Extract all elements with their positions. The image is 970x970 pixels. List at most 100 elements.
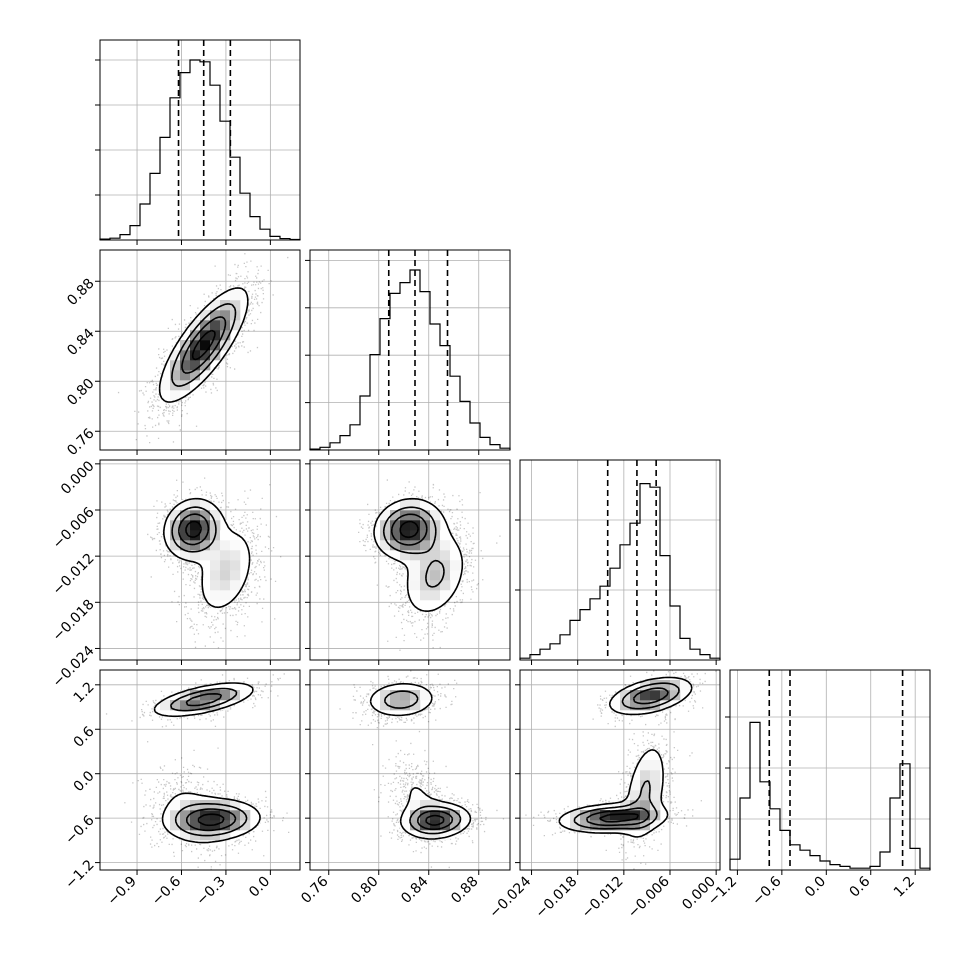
panel-frame — [519, 459, 721, 661]
density-block — [650, 700, 661, 711]
density-block — [640, 800, 651, 811]
density-block — [640, 700, 651, 711]
density-block — [420, 540, 431, 551]
contour-level-3 — [191, 329, 216, 361]
density-block — [220, 690, 231, 701]
panel-frame — [729, 669, 931, 871]
density-block — [400, 690, 411, 701]
density-block — [210, 800, 221, 811]
density-block — [430, 800, 441, 811]
density-block — [200, 310, 211, 321]
density-block — [680, 680, 691, 691]
histogram-panel-0 — [95, 39, 301, 245]
y-tick-label: −0.6 — [62, 812, 97, 847]
density-block — [230, 560, 241, 571]
x-tick-label: −0.6 — [149, 873, 184, 908]
density-block — [170, 370, 181, 381]
contour-level-1 — [573, 682, 680, 830]
contour-level-3 — [197, 813, 225, 827]
density-block — [210, 590, 221, 601]
density-block — [200, 530, 211, 541]
density-fill — [163, 500, 251, 608]
density-block — [380, 690, 391, 701]
y-tick-label: −0.012 — [50, 550, 98, 598]
density-block — [180, 360, 191, 371]
contour-level-1 — [382, 506, 445, 588]
density-block — [220, 830, 231, 841]
density-block — [400, 820, 411, 831]
density-block — [430, 510, 441, 521]
contour-level-1 — [171, 303, 237, 387]
density-block — [220, 570, 231, 581]
contour-level-0 — [163, 497, 251, 609]
density-block — [630, 700, 641, 711]
density-block — [390, 520, 401, 531]
density-block — [390, 530, 401, 541]
x-tick-label: 0.0 — [802, 874, 829, 901]
density-block — [640, 780, 651, 791]
density-block — [420, 580, 431, 591]
density-block — [440, 530, 451, 541]
density-block — [410, 820, 421, 831]
density-block — [430, 830, 441, 841]
y-tick-label: 0.80 — [64, 376, 97, 409]
scatter-panel-3-0: −0.9 −0.6 −0.3 0.0−1.2−0.60.00.61.2 — [62, 669, 301, 909]
density-block — [200, 340, 211, 351]
density-block — [200, 510, 211, 521]
density-block — [650, 680, 661, 691]
density-block — [170, 360, 181, 371]
histogram-panel-3: −1.2 −0.6 0.0 0.6 1.2 — [705, 669, 931, 909]
density-block — [180, 830, 191, 841]
density-block — [440, 560, 451, 571]
contour-level-3 — [425, 814, 445, 826]
density-block — [630, 790, 641, 801]
density-block — [640, 770, 651, 781]
density-block — [190, 360, 201, 371]
density-block — [220, 340, 231, 351]
density-block — [450, 560, 461, 571]
density-block — [210, 340, 221, 351]
density-block — [200, 520, 211, 531]
density-block — [430, 560, 441, 571]
panel-frame — [99, 669, 301, 871]
density-block — [390, 540, 401, 551]
density-block — [230, 540, 241, 551]
density-block — [430, 590, 441, 601]
y-tick-label: 0.0 — [71, 768, 98, 795]
density-block — [620, 810, 631, 821]
density-block — [630, 810, 641, 821]
density-block — [190, 510, 201, 521]
density-block — [220, 310, 231, 321]
density-block — [670, 690, 681, 701]
density-block — [650, 790, 661, 801]
density-block — [440, 570, 451, 581]
panel-frame — [519, 669, 721, 871]
density-block — [410, 540, 421, 551]
x-tick-label: −0.018 — [533, 874, 581, 922]
density-block — [440, 830, 451, 841]
contour-level-0 — [153, 682, 261, 844]
density-block — [180, 550, 191, 561]
density-block — [230, 820, 241, 831]
density-block — [410, 580, 421, 591]
contour-level-2 — [390, 513, 428, 546]
density-block — [200, 540, 211, 551]
density-block — [640, 690, 651, 701]
scatter-panel-1-0: 0.76 0.80 0.84 0.88 — [64, 249, 301, 459]
density-block — [380, 700, 391, 711]
y-tick-label: 0.6 — [71, 724, 98, 751]
density-block — [230, 290, 241, 301]
density-block — [190, 500, 201, 511]
density-block — [440, 590, 451, 601]
density-block — [210, 510, 221, 521]
density-block — [400, 700, 411, 711]
density-block — [180, 340, 191, 351]
x-tick-label: 0.0 — [246, 874, 273, 901]
density-block — [190, 550, 201, 561]
x-tick-label: 0.84 — [398, 873, 431, 906]
density-block — [610, 700, 621, 711]
density-block — [220, 810, 231, 821]
contour-level-2 — [178, 513, 210, 546]
density-block — [430, 570, 441, 581]
